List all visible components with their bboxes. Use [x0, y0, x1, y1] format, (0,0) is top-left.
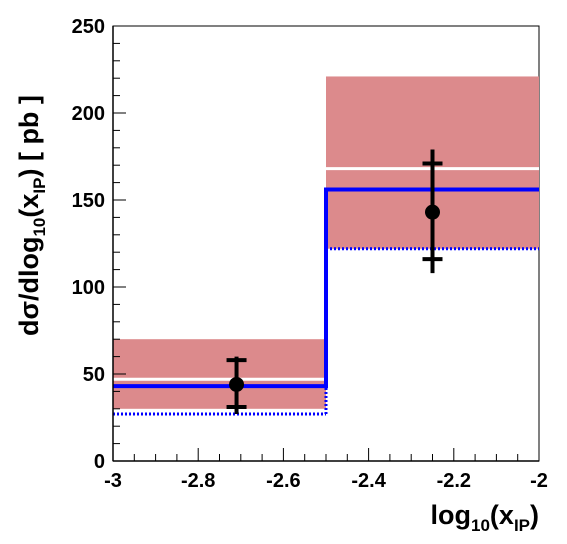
data-points [226, 149, 443, 415]
y-tick-label: 50 [83, 364, 105, 386]
y-tick-label: 150 [72, 190, 105, 212]
x-tick-label: -3 [104, 470, 122, 492]
x-tick-label: -2.2 [437, 470, 471, 492]
y-ticks: 0 50 100 150 200 250 [72, 16, 126, 473]
x-tick-label: -2.8 [181, 470, 215, 492]
x-tick-label: -2.4 [351, 470, 386, 492]
data-point-0 [229, 376, 245, 392]
x-tick-label: -2.6 [266, 470, 300, 492]
x-tick-label: -2 [530, 470, 548, 492]
y-axis-title: dσ/dlog10(xIP) [ pb ] [14, 95, 49, 336]
y-tick-label: 250 [72, 16, 105, 38]
y-tick-label: 200 [72, 103, 105, 125]
y-tick-label: 0 [94, 451, 105, 473]
band-bin-0 [113, 339, 326, 409]
x-axis-title: log10(xIP) [431, 500, 540, 535]
y-tick-label: 100 [72, 277, 105, 299]
x-ticks: -3 -2.8 -2.6 -2.4 -2.2 -2 [104, 448, 548, 492]
uncertainty-bands [113, 76, 539, 409]
data-point-1 [425, 204, 440, 220]
